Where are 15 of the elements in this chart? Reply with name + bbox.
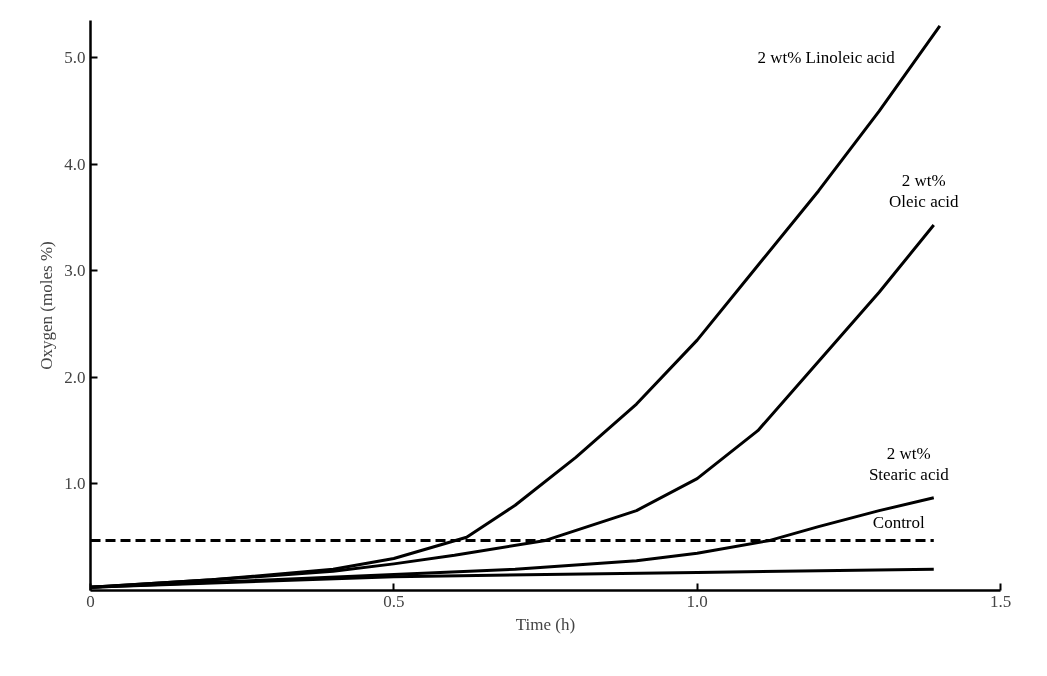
x-tick-label: 0 (86, 591, 95, 611)
x-tick-label: 0.5 (383, 591, 405, 611)
y-tick-label: 1.0 (64, 474, 86, 494)
y-tick-label: 4.0 (64, 154, 86, 174)
y-tick-label: 2.0 (64, 367, 86, 387)
y-tick-label: 5.0 (64, 48, 86, 68)
x-tick-label: 1.5 (989, 591, 1012, 611)
series-label: 2 wt% Stearic acid (868, 443, 950, 484)
series-label: 2 wt% Linoleic acid (757, 47, 896, 67)
series-label: 2 wt% Oleic acid (889, 171, 959, 212)
series-label: Control (872, 513, 926, 533)
y-tick-label: 3.0 (64, 261, 86, 281)
x-tick-label: 1.0 (686, 591, 708, 611)
y-axis-title: Oxygen (moles %) (37, 241, 57, 370)
x-axis-title: Time (h) (515, 614, 576, 634)
